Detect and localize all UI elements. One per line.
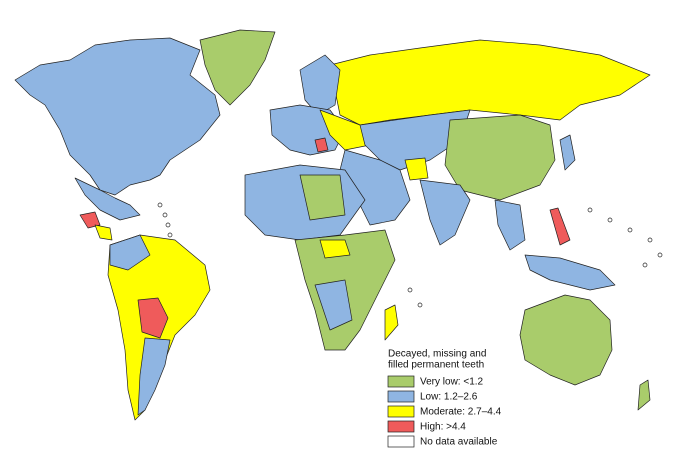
japan: [559, 134, 576, 171]
legend-label: High: >4.4: [420, 422, 466, 433]
indonesia: [524, 254, 616, 291]
philippines: [549, 207, 571, 246]
legend-title: filled permanent teeth: [388, 360, 484, 371]
africa-east-mod: [319, 239, 351, 259]
legend-label: Moderate: 2.7–4.4: [420, 407, 502, 418]
world-map: [14, 29, 663, 421]
afghanistan: [404, 157, 429, 181]
china: [444, 114, 556, 201]
legend-label: Very low: <1.2: [420, 377, 484, 388]
bolivia: [137, 297, 169, 339]
australia: [519, 294, 613, 386]
islands: [157, 202, 663, 308]
madagascar: [384, 304, 399, 341]
legend-swatch: [387, 390, 415, 403]
africa-sahel: [299, 174, 346, 221]
southeast-asia: [494, 199, 526, 251]
russia: [329, 39, 651, 126]
central-asia: [359, 109, 471, 171]
legend-swatch: [387, 375, 415, 388]
central-america-mod: [94, 224, 113, 241]
legend-label: Low: 1.2–2.6: [420, 392, 478, 403]
new-zealand: [637, 379, 651, 411]
legend-title: Decayed, missing and: [388, 349, 486, 360]
greenland: [199, 29, 276, 106]
eastern-europe: [319, 109, 371, 151]
north-america: [14, 37, 221, 196]
scandinavia: [299, 54, 341, 116]
legend-swatch: [387, 405, 415, 418]
southern-cone: [137, 337, 171, 416]
northern-andes: [109, 234, 151, 271]
mexico: [74, 177, 141, 221]
legend-swatch: [387, 420, 415, 433]
africa-central: [314, 279, 353, 331]
india: [419, 179, 471, 246]
legend-label: No data available: [420, 437, 498, 448]
balkans: [314, 137, 329, 153]
legend-swatch: [387, 435, 415, 448]
central-america-high: [79, 211, 101, 229]
